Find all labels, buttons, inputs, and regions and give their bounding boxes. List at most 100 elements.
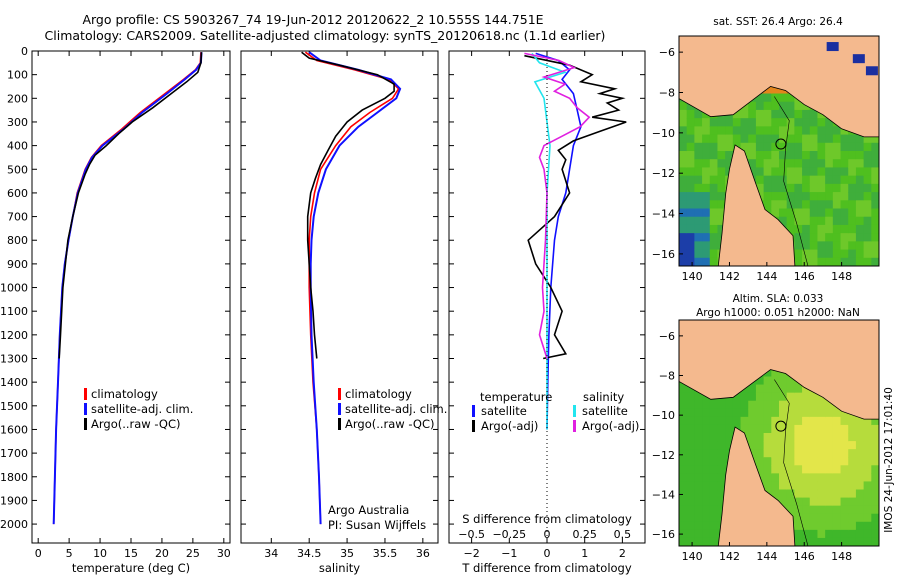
y-tick-label: 0: [21, 45, 28, 58]
map-cell: [809, 441, 819, 450]
y-tick-label: 1400: [0, 376, 28, 389]
map-cell: [817, 200, 826, 210]
map-cell: [709, 457, 719, 466]
map-cell: [802, 208, 811, 218]
map-cell: [817, 151, 826, 160]
map-cell: [832, 441, 842, 450]
map-cell: [802, 126, 811, 136]
map-cell: [863, 465, 872, 474]
map-cell: [748, 400, 757, 410]
map-cell: [725, 159, 734, 169]
map-cell: [871, 489, 879, 499]
map-cell: [732, 109, 742, 119]
map-cell: [694, 441, 703, 450]
series-line-t-argo: [524, 54, 627, 360]
map-cell: [763, 473, 772, 483]
map-cell: [840, 175, 849, 185]
map-cell: [679, 183, 688, 193]
map-cell: [802, 257, 811, 266]
map-cell: [802, 481, 811, 491]
legend-swatch: [84, 403, 87, 415]
map-cell: [725, 433, 734, 442]
map-cell: [763, 368, 772, 378]
map-cell: [709, 513, 719, 523]
map-cell: [825, 134, 834, 144]
map-cell: [817, 408, 826, 418]
map-cell: [825, 175, 834, 185]
map-cell: [748, 424, 757, 434]
map-cell: [825, 433, 834, 442]
map-cell: [794, 392, 803, 402]
map-cell: [855, 257, 865, 266]
map-cell: [717, 408, 726, 418]
map-cell: [748, 416, 757, 426]
map-cell: [717, 142, 726, 152]
map-cell: [786, 216, 795, 226]
series-line-s-argo: [524, 52, 591, 359]
map-cell: [679, 513, 688, 523]
land-new-guinea: [679, 36, 879, 138]
map-cell: [694, 167, 703, 177]
map-cell: [848, 441, 857, 450]
map-cell: [832, 126, 842, 136]
map-cell: [840, 513, 849, 523]
map-cell: [863, 249, 872, 259]
map-cell: [840, 233, 849, 242]
map-cell: [871, 529, 879, 539]
map-cell: [802, 529, 811, 539]
map-cell: [794, 529, 803, 539]
map-cell: [802, 441, 811, 450]
map-cell: [771, 433, 780, 442]
map-cell: [679, 249, 688, 259]
map-cell: [802, 192, 811, 201]
map-cell: [817, 489, 826, 499]
map-cell: [794, 481, 803, 491]
map-cell: [794, 384, 803, 394]
map-cell: [802, 249, 811, 259]
map-cell: [825, 505, 834, 515]
map-cell: [694, 257, 703, 266]
map-cell: [794, 408, 803, 418]
map-cell: [694, 208, 703, 218]
map-cell: [748, 134, 757, 144]
map-cell: [832, 151, 842, 160]
map-cell: [825, 473, 834, 483]
map-cell: [817, 175, 826, 185]
series-line-satellite: [308, 51, 402, 525]
map-x-tick-label: 144: [756, 550, 777, 563]
map-cell: [679, 384, 688, 394]
map-cell: [771, 400, 780, 410]
map-cell: [717, 473, 726, 483]
map-cell: [694, 392, 703, 402]
map-cell: [679, 416, 688, 426]
map-cell: [779, 118, 788, 127]
map-cell: [794, 497, 803, 507]
map-cell: [855, 249, 865, 259]
map-cell: [871, 521, 879, 531]
map-cell: [694, 175, 703, 185]
map-cell: [694, 497, 703, 507]
map-cell: [825, 192, 834, 201]
map-cell: [855, 481, 865, 491]
map-cell: [686, 473, 695, 483]
map-cell: [771, 489, 780, 499]
legend-swatch: [338, 418, 341, 430]
map-cell: [855, 449, 865, 458]
map-cell: [794, 159, 803, 169]
map-cell: [832, 433, 842, 442]
map-cell: [763, 441, 772, 450]
map-cell: [826, 42, 839, 52]
map-cell: [755, 151, 765, 160]
map-cell: [817, 400, 826, 410]
map-cell: [840, 497, 849, 507]
y-tick-label: 2000: [0, 518, 28, 531]
map-cell: [771, 159, 780, 169]
map-cell: [802, 200, 811, 210]
map-cell: [809, 134, 819, 144]
map-cell: [825, 249, 834, 259]
map-cell: [809, 142, 819, 152]
map-cell: [855, 142, 865, 152]
map-cell: [848, 208, 857, 218]
map-cell: [771, 175, 780, 185]
sla-map-title: Altim. SLA: 0.033: [733, 293, 824, 305]
